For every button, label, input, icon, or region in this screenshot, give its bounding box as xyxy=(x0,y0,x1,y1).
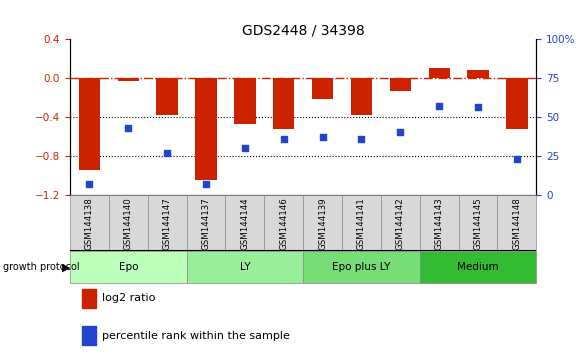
Text: GSM144148: GSM144148 xyxy=(512,197,521,250)
Bar xyxy=(429,68,450,78)
Bar xyxy=(195,78,217,180)
Text: GSM144145: GSM144145 xyxy=(473,197,483,250)
Text: GSM144142: GSM144142 xyxy=(396,197,405,250)
Bar xyxy=(70,195,109,251)
Text: GSM144138: GSM144138 xyxy=(85,197,94,250)
Point xyxy=(318,134,327,140)
Text: growth protocol: growth protocol xyxy=(3,262,79,272)
Bar xyxy=(312,78,333,99)
Bar xyxy=(342,195,381,251)
Bar xyxy=(118,78,139,81)
Bar xyxy=(389,78,411,91)
Bar xyxy=(303,251,420,283)
Bar xyxy=(381,195,420,251)
Point xyxy=(396,130,405,135)
Text: LY: LY xyxy=(240,262,250,272)
Bar xyxy=(79,78,100,170)
Bar xyxy=(109,195,147,251)
Text: ▶: ▶ xyxy=(62,262,71,272)
Text: GSM144143: GSM144143 xyxy=(435,197,444,250)
Bar xyxy=(264,195,303,251)
Text: GSM144146: GSM144146 xyxy=(279,197,288,250)
Bar xyxy=(459,195,497,251)
Point xyxy=(201,181,210,187)
Title: GDS2448 / 34398: GDS2448 / 34398 xyxy=(242,24,364,38)
Bar xyxy=(226,195,264,251)
Bar xyxy=(70,251,187,283)
Text: GSM144147: GSM144147 xyxy=(163,197,171,250)
Point xyxy=(357,136,366,142)
Bar xyxy=(497,195,536,251)
Point xyxy=(163,150,172,155)
Text: percentile rank within the sample: percentile rank within the sample xyxy=(102,331,290,341)
Bar xyxy=(468,70,489,78)
Bar xyxy=(420,251,536,283)
Bar xyxy=(156,78,178,115)
Point xyxy=(85,181,94,187)
Text: GSM144140: GSM144140 xyxy=(124,197,133,250)
Text: Epo plus LY: Epo plus LY xyxy=(332,262,391,272)
Text: GSM144137: GSM144137 xyxy=(202,197,210,250)
Text: GSM144141: GSM144141 xyxy=(357,197,366,250)
Bar xyxy=(147,195,187,251)
Point xyxy=(240,145,250,151)
Point xyxy=(434,103,444,109)
Text: Medium: Medium xyxy=(457,262,499,272)
Bar xyxy=(187,251,303,283)
Text: GSM144139: GSM144139 xyxy=(318,197,327,250)
Bar xyxy=(273,78,294,129)
Bar xyxy=(303,195,342,251)
Text: GSM144144: GSM144144 xyxy=(240,197,250,250)
Bar xyxy=(187,195,226,251)
Bar xyxy=(351,78,372,115)
Point xyxy=(512,156,522,162)
Bar xyxy=(234,78,255,124)
Point xyxy=(279,136,289,142)
Point xyxy=(124,125,133,131)
Bar xyxy=(420,195,459,251)
Text: log2 ratio: log2 ratio xyxy=(102,293,156,303)
Point xyxy=(473,105,483,110)
Text: Epo: Epo xyxy=(118,262,138,272)
Bar xyxy=(506,78,528,129)
